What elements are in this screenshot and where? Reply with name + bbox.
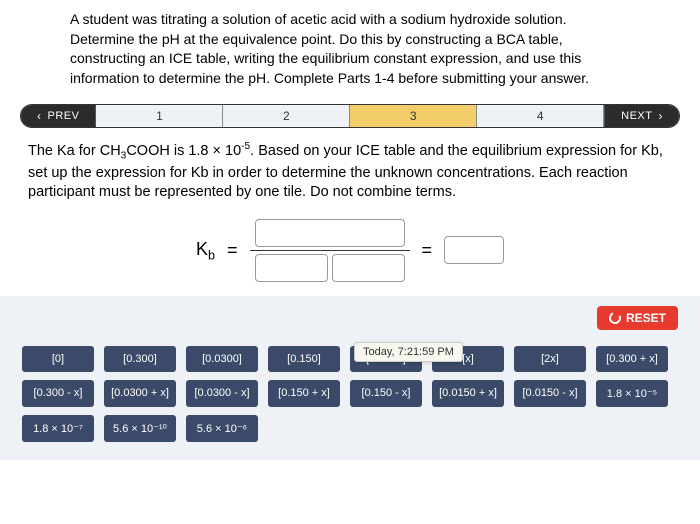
denominator-slot-2[interactable] (332, 254, 405, 282)
tile-8[interactable]: [0.300 - x] (22, 380, 94, 407)
tiles-container: [0] [0.300] [0.0300] [0.150] [0.0150] [x] [2x]… (22, 346, 678, 442)
question-text: The Ka for CH3COOH is 1.8 × 10-5. Based … (0, 136, 700, 213)
result-slot[interactable] (444, 236, 504, 264)
tile-12[interactable]: [0.150 - x] (350, 380, 422, 407)
next-button[interactable]: NEXT › (604, 105, 679, 127)
denominator-slot-1[interactable] (255, 254, 328, 282)
step-2[interactable]: 2 (223, 105, 350, 127)
numerator-slot[interactable] (255, 219, 405, 247)
reset-icon (607, 310, 622, 325)
tile-14[interactable]: [0.0150 - x] (514, 380, 586, 407)
reset-label: RESET (626, 311, 666, 325)
step-navigator: ‹ PREV 1 2 3 4 NEXT › (20, 104, 680, 128)
step-3[interactable]: 3 (350, 105, 477, 127)
tile-15[interactable]: 1.8 × 10⁻⁵ (596, 380, 668, 407)
tile-4[interactable]: [0.0150] (350, 346, 422, 372)
tile-13[interactable]: [0.0150 + x] (432, 380, 504, 407)
chevron-right-icon: › (659, 109, 664, 123)
step-1[interactable]: 1 (96, 105, 223, 127)
tile-16[interactable]: 1.8 × 10⁻⁷ (22, 415, 94, 442)
tile-3[interactable]: [0.150] (268, 346, 340, 372)
equals-1: = (227, 240, 238, 261)
instructions-text: A student was titrating a solution of ac… (0, 0, 700, 100)
fraction-dropzone (250, 219, 410, 282)
tile-tray: RESET [0][0.300][0.0300][0.150][0.0150][… (0, 296, 700, 460)
prev-button[interactable]: ‹ PREV (21, 105, 96, 127)
tile-6[interactable]: [2x] (514, 346, 586, 372)
tile-10[interactable]: [0.0300 - x] (186, 380, 258, 407)
chevron-left-icon: ‹ (37, 109, 42, 123)
expression-builder: Kb = = (0, 219, 700, 282)
prev-label: PREV (48, 110, 80, 122)
step-4[interactable]: 4 (477, 105, 604, 127)
tile-11[interactable]: [0.150 + x] (268, 380, 340, 407)
tile-18[interactable]: 5.6 × 10⁻⁶ (186, 415, 258, 442)
tile-0[interactable]: [0] (22, 346, 94, 372)
reset-button[interactable]: RESET (597, 306, 678, 330)
tile-1[interactable]: [0.300] (104, 346, 176, 372)
tile-7[interactable]: [0.300 + x] (596, 346, 668, 372)
tile-17[interactable]: 5.6 × 10⁻¹⁰ (104, 415, 176, 442)
next-label: NEXT (621, 110, 652, 122)
tile-9[interactable]: [0.0300 + x] (104, 380, 176, 407)
equals-2: = (422, 240, 433, 261)
tile-2[interactable]: [0.0300] (186, 346, 258, 372)
fraction-bar (250, 250, 410, 251)
tile-5[interactable]: [x] (432, 346, 504, 372)
kb-symbol: Kb (196, 239, 215, 263)
